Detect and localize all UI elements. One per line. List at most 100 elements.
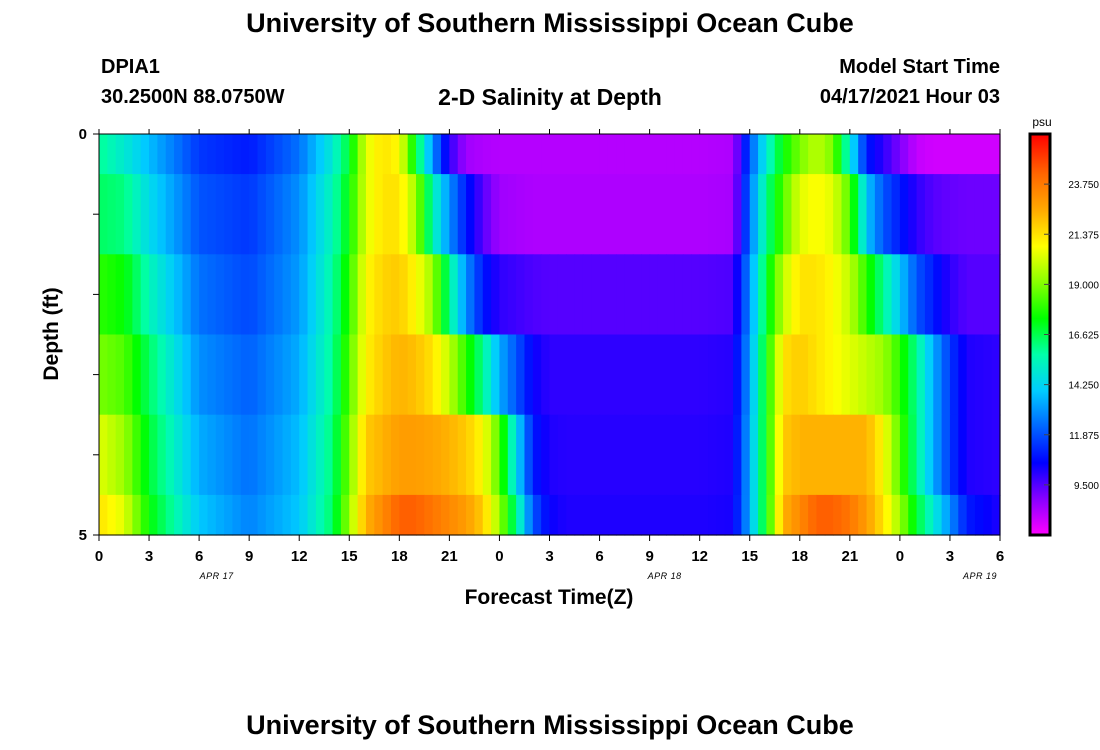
- x-tick-label: 18: [391, 548, 408, 565]
- heatmap-cell: [933, 414, 943, 496]
- heatmap-cell: [899, 494, 909, 536]
- heatmap-cell: [708, 174, 717, 255]
- heatmap-cell: [808, 414, 818, 496]
- heatmap-cell: [916, 174, 926, 255]
- heatmap-cell: [866, 414, 876, 496]
- heatmap-cell: [799, 174, 809, 255]
- heatmap-cell: [874, 414, 884, 496]
- heatmap-cell: [499, 254, 509, 336]
- date-label: APR 19: [962, 571, 997, 581]
- heatmap-cell: [516, 174, 526, 255]
- heatmap-cell: [549, 414, 559, 496]
- heatmap-cell: [549, 174, 559, 255]
- heatmap-cell: [299, 254, 309, 336]
- heatmap-cell: [866, 254, 876, 336]
- heatmap-cell: [991, 414, 1001, 496]
- heatmap-cell: [624, 134, 634, 175]
- heatmap-cell: [674, 414, 684, 496]
- heatmap-cell: [682, 494, 692, 536]
- x-tick-label: 21: [441, 548, 458, 565]
- heatmap-cell: [340, 134, 350, 175]
- heatmap-cell: [157, 334, 167, 416]
- heatmap-cell: [541, 174, 551, 255]
- heatmap-cell: [282, 334, 292, 416]
- heatmap-cell: [666, 494, 676, 536]
- heatmap-cell: [149, 174, 158, 255]
- heatmap-cell: [774, 174, 784, 255]
- heatmap-cell: [566, 254, 576, 336]
- heatmap-cell: [207, 494, 217, 536]
- heatmap-cell: [849, 414, 859, 496]
- heatmap-cell: [457, 334, 467, 416]
- heatmap-cell: [557, 334, 567, 416]
- heatmap-cell: [916, 254, 926, 336]
- heatmap-cell: [649, 494, 659, 536]
- heatmap-cell: [349, 494, 359, 536]
- heatmap-cell: [507, 174, 517, 255]
- heatmap-cell: [649, 174, 659, 255]
- x-tick-label: 6: [595, 548, 603, 565]
- heatmap-cell: [315, 254, 325, 336]
- heatmap-cell: [799, 414, 809, 496]
- heatmap-cells: [99, 134, 1001, 536]
- heatmap-cell: [866, 334, 876, 416]
- heatmap-cell: [257, 494, 267, 536]
- heatmap-cell: [107, 134, 117, 175]
- heatmap-cell: [265, 494, 275, 536]
- heatmap-cell: [991, 254, 1001, 336]
- heatmap-cell: [232, 134, 242, 175]
- heatmap-cell: [524, 254, 534, 336]
- heatmap-cell: [282, 254, 292, 336]
- heatmap-cell: [124, 494, 133, 536]
- heatmap-cell: [958, 494, 968, 536]
- heatmap-cell: [791, 334, 801, 416]
- heatmap-cell: [582, 334, 592, 416]
- y-axis: 05: [79, 126, 99, 544]
- heatmap-cell: [941, 254, 951, 336]
- heatmap-cell: [791, 254, 801, 336]
- heatmap-cell: [924, 334, 934, 416]
- heatmap-cell: [441, 494, 450, 536]
- heatmap-cell: [165, 414, 175, 496]
- heatmap-cell: [849, 334, 859, 416]
- heatmap-cell: [399, 414, 409, 496]
- heatmap-cell: [416, 254, 425, 336]
- heatmap-cell: [758, 334, 767, 416]
- heatmap-cell: [149, 494, 158, 536]
- heatmap-cell: [157, 494, 167, 536]
- heatmap-cell: [457, 134, 467, 175]
- heatmap-cell: [482, 334, 492, 416]
- heatmap-cell: [783, 134, 793, 175]
- heatmap-cell: [457, 254, 467, 336]
- heatmap-cell: [674, 174, 684, 255]
- heatmap-cell: [974, 414, 984, 496]
- heatmap-cell: [499, 334, 509, 416]
- heatmap-cell: [749, 174, 759, 255]
- heatmap-cell: [524, 334, 534, 416]
- heatmap-cell: [365, 414, 375, 496]
- heatmap-cell: [240, 134, 250, 175]
- heatmap-cell: [165, 254, 175, 336]
- heatmap-cell: [107, 334, 117, 416]
- heatmap-cell: [499, 494, 509, 536]
- heatmap-cell: [182, 134, 192, 175]
- colorbar-unit: psu: [1032, 115, 1051, 129]
- heatmap-cell: [674, 254, 684, 336]
- heatmap-cell: [649, 134, 659, 175]
- heatmap-cell: [716, 414, 726, 496]
- heatmap-cell: [407, 254, 417, 336]
- heatmap-cell: [808, 254, 818, 336]
- heatmap-cell: [758, 254, 767, 336]
- heatmap-cell: [290, 494, 300, 536]
- heatmap-cell: [607, 414, 617, 496]
- x-tick-label: 18: [791, 548, 808, 565]
- heatmap-cell: [157, 254, 167, 336]
- heatmap-cell: [474, 414, 484, 496]
- heatmap-cell: [582, 494, 592, 536]
- heatmap-cell: [607, 334, 617, 416]
- heatmap-cell: [99, 414, 108, 496]
- heatmap-cell: [649, 254, 659, 336]
- heatmap-cell: [399, 254, 409, 336]
- heatmap-cell: [841, 414, 851, 496]
- heatmap-cell: [616, 174, 626, 255]
